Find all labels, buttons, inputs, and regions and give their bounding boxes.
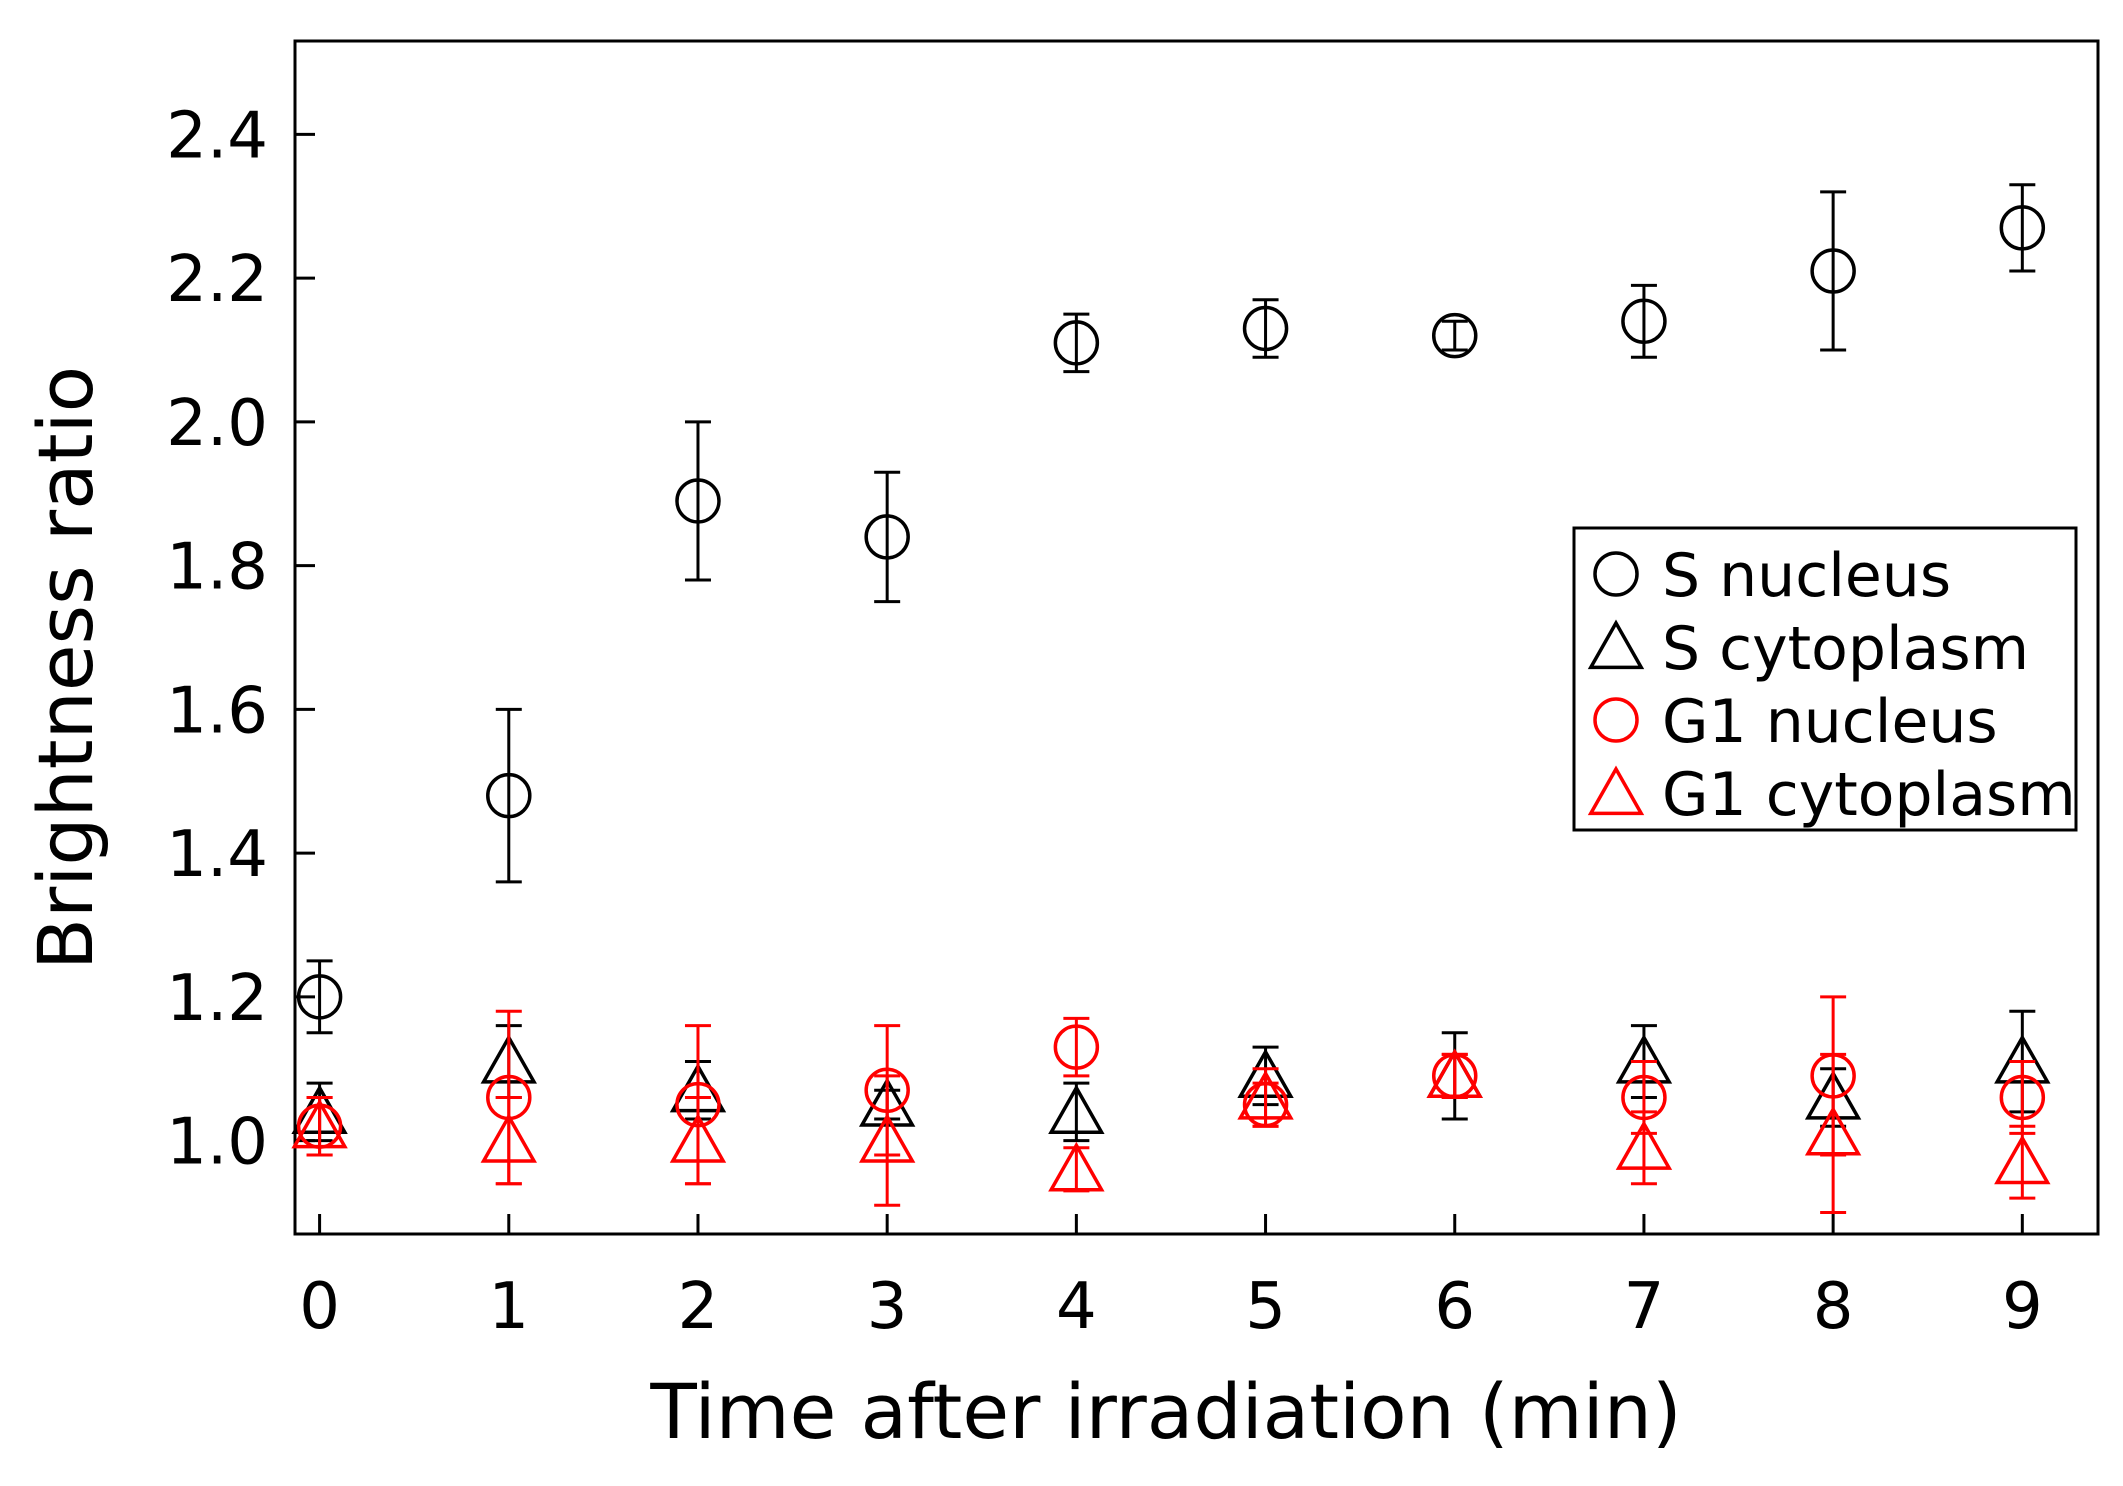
series-s-cytoplasm [291,1009,2051,1143]
legend-marker-triangle [1587,765,1645,816]
data-point-circle [1999,205,2046,251]
legend-marker-circle [1593,697,1639,743]
y-tick-label: 1.6 [166,674,268,748]
data-point-circle [1999,1074,2046,1121]
data-point-triangle [1804,1105,1862,1156]
x-axis-title: Time after irradiation (min) [649,1367,1681,1456]
y-tick-label: 1.8 [166,531,268,605]
x-tick-label: 7 [1624,1270,1665,1344]
data-point-triangle [1048,1141,1105,1192]
x-tick-label: 5 [1245,1270,1286,1344]
y-tick-label: 1.0 [166,1106,268,1180]
legend-marker-triangle [1587,619,1645,670]
data-point-circle [675,478,721,524]
data-point-triangle [1615,1120,1673,1170]
x-tick-label: 3 [867,1270,908,1344]
y-tick-label: 2.2 [166,243,268,317]
x-tick-label: 8 [1813,1270,1854,1344]
series-s-nucleus [296,183,2046,1035]
data-point-triangle [1237,1069,1294,1120]
data-point-triangle [858,1113,916,1163]
legend-marker-circle [1593,551,1639,597]
x-tick-label: 0 [299,1270,340,1344]
data-point-triangle [669,1113,727,1163]
legend-label: S cytoplasm [1662,614,2029,684]
data-point-circle [296,974,343,1020]
x-tick-label: 4 [1056,1270,1097,1344]
y-tick-label: 1.4 [166,818,268,892]
y-tick-label: 1.2 [166,962,268,1036]
data-point-circle [1431,312,1478,359]
data-point-triangle [1426,1048,1483,1099]
data-point-circle [1810,248,1856,294]
x-tick-label: 1 [488,1270,529,1344]
data-point-triangle [1994,1134,2051,1185]
y-axis-title: Brightness ratio [21,366,110,970]
series-g1-nucleus [296,995,2046,1186]
data-point-circle [1242,305,1289,352]
x-tick-label: 2 [678,1270,719,1344]
plot-frame [293,39,2100,1236]
x-tick-label: 9 [2002,1270,2043,1344]
series-g1-cytoplasm [291,1048,2051,1214]
data-point-circle [486,772,532,819]
y-tick-label: 2.0 [166,387,268,461]
x-tick-label: 6 [1434,1270,1475,1344]
data-point-circle [1621,298,1667,345]
legend-box [1572,526,2078,832]
data-series [291,183,2051,1214]
legend-label: G1 cytoplasm [1662,760,2076,830]
data-point-circle [864,514,910,560]
data-point-triangle [1048,1084,1105,1134]
axes: 0 1 2 3 4 5 6 7 8 9 1.0 1.2 1.4 1.6 1.8 2.0 2.2 2.4 [166,39,2100,1344]
legend-label: G1 nucleus [1662,687,1998,757]
y-tick-label: 2.4 [166,99,268,173]
data-point-triangle [291,1098,348,1149]
data-point-circle [1053,1024,1100,1070]
data-point-triangle [480,1113,537,1163]
data-point-circle [1053,320,1100,366]
legend-label: S nucleus [1662,541,1951,611]
